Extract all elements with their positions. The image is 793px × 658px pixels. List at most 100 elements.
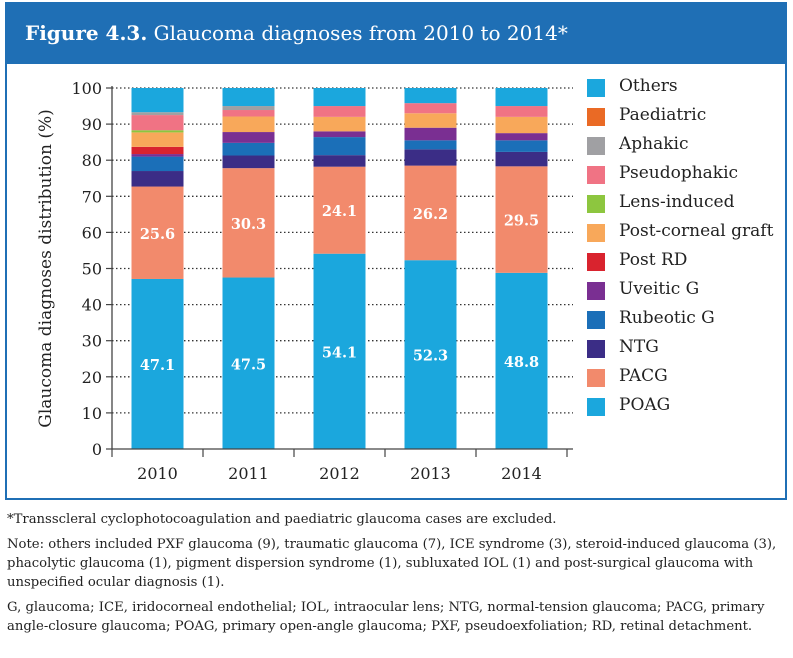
bar-segment <box>495 166 548 273</box>
bar-segment <box>404 165 457 261</box>
bar-segment <box>131 88 184 113</box>
legend-swatch <box>587 282 605 300</box>
abbreviations-text: G, glaucoma; ICE, iridocorneal endotheli… <box>7 600 765 634</box>
legend-swatch <box>587 79 605 97</box>
figure-title: Glaucoma diagnoses from 2010 to 2014* <box>153 21 568 45</box>
legend-swatch <box>587 311 605 329</box>
legend-label: Lens-induced <box>619 192 735 212</box>
y-tick-label: 0 <box>92 440 102 459</box>
bar-segment <box>404 127 457 141</box>
bar-segment <box>131 278 184 449</box>
legend-label: Rubeotic G <box>619 308 715 328</box>
bar-segment <box>404 149 457 166</box>
legend-swatch <box>587 108 605 126</box>
bar-segment <box>495 106 548 117</box>
bar-segment <box>222 88 275 107</box>
bar-segment <box>313 253 366 449</box>
bar-segment <box>313 155 366 167</box>
bar-segment <box>222 116 275 133</box>
figure-frame: Figure 4.3. Glaucoma diagnoses from 2010… <box>5 2 787 500</box>
bar-segment <box>495 151 548 167</box>
data-label: 26.2 <box>413 206 448 223</box>
note-text: Note: others included PXF glaucoma (9), … <box>7 537 777 590</box>
bar-segment <box>131 132 184 147</box>
figure-notes: *Transscleral cyclophotocoagulation and … <box>7 510 777 642</box>
x-tick-label: 2012 <box>319 464 360 483</box>
bar-segment <box>404 113 457 128</box>
y-tick-label: 10 <box>82 404 102 423</box>
bar-segment <box>495 133 548 141</box>
legend-label: Uveitic G <box>619 279 700 299</box>
bar-segment <box>313 116 366 132</box>
bar-segment <box>131 154 184 157</box>
bar-segment <box>495 88 548 107</box>
bar-segment <box>131 115 184 131</box>
bar-segment <box>313 88 366 107</box>
legend-label: Aphakic <box>619 134 689 154</box>
y-axis-title: Glaucoma diagnoses distribution (%) <box>36 109 56 428</box>
legend-label: Post-corneal graft <box>619 221 774 241</box>
bar-segment <box>313 131 366 138</box>
bar-segment <box>131 130 184 133</box>
legend-label: NTG <box>619 337 659 357</box>
legend-label: Others <box>619 76 678 96</box>
bar-segment <box>222 277 275 449</box>
data-label: 47.1 <box>140 357 175 374</box>
bar-segment <box>313 106 366 117</box>
y-tick-label: 50 <box>82 260 102 279</box>
bar-segment <box>131 186 184 279</box>
legend-swatch <box>587 340 605 358</box>
x-tick-label: 2013 <box>410 464 451 483</box>
bar-segment <box>222 168 275 278</box>
bar-segment <box>222 132 275 143</box>
x-tick-label: 2010 <box>137 464 178 483</box>
bar-segment <box>495 116 548 134</box>
bar-segment <box>404 103 457 114</box>
footnote-text: *Transscleral cyclophotocoagulation and … <box>7 512 557 527</box>
data-label: 52.3 <box>413 348 448 365</box>
bar-segment <box>404 260 457 449</box>
data-label: 24.1 <box>322 203 357 220</box>
legend-label: POAG <box>619 395 671 415</box>
bar-segment <box>495 140 548 152</box>
bar-segment <box>131 146 184 155</box>
data-label: 47.5 <box>231 356 266 373</box>
bar-segment <box>131 171 184 187</box>
figure-title-bar: Figure 4.3. Glaucoma diagnoses from 2010… <box>7 4 785 64</box>
data-label: 48.8 <box>504 354 539 371</box>
bar-segment <box>131 156 184 172</box>
y-tick-label: 20 <box>82 368 102 387</box>
bar-segment <box>222 142 275 156</box>
y-tick-label: 80 <box>82 151 102 170</box>
bar-segment <box>313 137 366 156</box>
legend-label: Paediatric <box>619 105 707 125</box>
legend-label: Post RD <box>619 250 688 270</box>
legend-swatch <box>587 195 605 213</box>
legend-swatch <box>587 137 605 155</box>
bar-segment <box>131 112 184 116</box>
bar-segment <box>404 88 457 104</box>
figure-number: Figure 4.3. <box>25 21 148 45</box>
data-label: 29.5 <box>504 213 539 230</box>
bar-segment <box>404 140 457 150</box>
data-label: 30.3 <box>231 216 266 233</box>
legend-swatch <box>587 224 605 242</box>
y-tick-label: 100 <box>71 79 102 98</box>
y-tick-label: 40 <box>82 296 102 315</box>
bar-segment <box>222 110 275 117</box>
legend-swatch <box>587 369 605 387</box>
y-tick-label: 60 <box>82 223 102 242</box>
data-label: 25.6 <box>140 226 175 243</box>
legend-label: PACG <box>619 366 668 386</box>
legend-swatch <box>587 166 605 184</box>
legend-swatch <box>587 253 605 271</box>
legend-swatch <box>587 398 605 416</box>
y-tick-label: 70 <box>82 187 102 206</box>
bar-segment <box>313 166 366 254</box>
stacked-bar-chart: Glaucoma diagnoses distribution (%) 0 10 20… <box>36 79 573 483</box>
bar-segment <box>222 155 275 169</box>
x-tick-label: 2014 <box>501 464 542 483</box>
legend-label: Pseudophakic <box>619 163 739 183</box>
y-tick-label: 90 <box>82 115 102 134</box>
data-label: 54.1 <box>322 344 357 361</box>
